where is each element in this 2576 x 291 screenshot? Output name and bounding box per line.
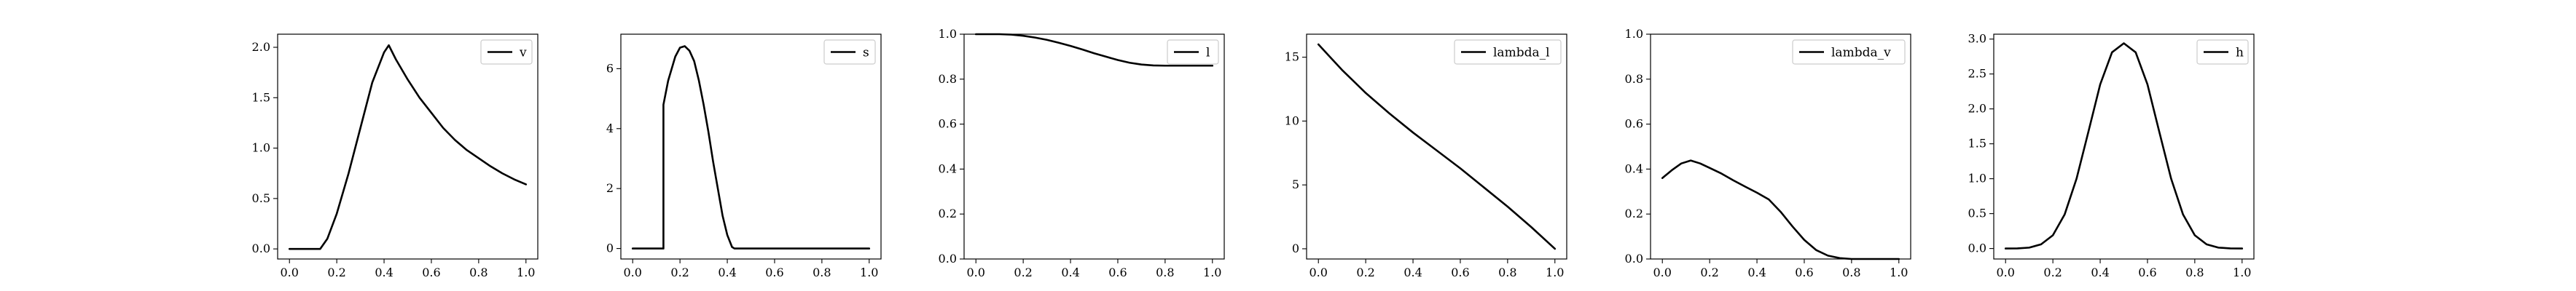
y-tick-label: 0.5: [1968, 207, 1986, 220]
x-tick-label: 0.2: [1700, 266, 1718, 279]
x-tick-label: 0.6: [2138, 266, 2156, 279]
x-tick-label: 0.2: [1014, 266, 1032, 279]
x-tick-label: 0.6: [422, 266, 440, 279]
x-tick-label: 0.0: [1309, 266, 1328, 279]
series-line: [631, 45, 871, 250]
y-tick-label: 2: [606, 181, 614, 195]
x-tick-label: 1.0: [1890, 266, 1908, 279]
series-line: [1661, 159, 1900, 260]
y-tick-label: 1.5: [1968, 137, 1986, 151]
chart-panel: 0.0 0.2 0.4 0.6 0.8 1.0 0 5 10 15 lambda_l: [1285, 33, 1567, 279]
x-tick-label: 0.8: [1842, 266, 1860, 279]
chart-panel: 0.0 0.2 0.4 0.6 0.8 1.0 0.0 0.5 1.0 1.5 2.0 v: [252, 33, 539, 279]
y-tick-label: 5: [1292, 178, 1299, 191]
x-tick-label: 1.0: [1546, 266, 1564, 279]
legend-label: lambda_l: [1493, 46, 1550, 60]
series-line: [974, 33, 1214, 67]
x-tick-label: 0.4: [1747, 266, 1766, 279]
x-tick-label: 0.2: [670, 266, 689, 279]
y-tick-label: 0.6: [939, 117, 957, 131]
y-tick-label: 0.2: [1625, 207, 1643, 220]
x-tick-label: 0.4: [2091, 266, 2109, 279]
x-tick-label: 1.0: [517, 266, 535, 279]
legend-label: h: [2236, 46, 2244, 60]
x-tick-label: 0.8: [2185, 266, 2204, 279]
axes-frame: [277, 33, 539, 260]
x-tick-label: 0.4: [1061, 266, 1079, 279]
x-tick-label: 0.0: [281, 266, 299, 279]
x-tick-label: 0.8: [813, 266, 831, 279]
legend-label: v: [519, 46, 527, 60]
y-tick-label: 0.6: [1625, 117, 1643, 131]
chart-panel: 0.0 0.2 0.4 0.6 0.8 1.0 0.0 0.5 1.0 1.5 2.0 2.5 3.0 h: [1968, 32, 2255, 279]
series-line: [1317, 43, 1557, 250]
x-tick-label: 0.4: [375, 266, 393, 279]
x-tick-label: 0.4: [1404, 266, 1422, 279]
y-tick-label: 0.2: [939, 207, 957, 220]
y-tick-label: 1.0: [1968, 172, 1986, 186]
x-tick-label: 0.6: [765, 266, 783, 279]
legend-box: [1792, 39, 1906, 65]
x-tick-label: 0.0: [967, 266, 985, 279]
x-tick-label: 0.6: [1108, 266, 1127, 279]
y-tick-label: 1.5: [252, 90, 270, 104]
y-tick-label: 0.0: [1968, 242, 1986, 255]
axes-frame: [1650, 33, 1911, 260]
y-tick-label: 0.4: [1625, 162, 1643, 175]
x-tick-label: 0.2: [2043, 266, 2062, 279]
x-tick-label: 1.0: [860, 266, 878, 279]
series-line: [2004, 42, 2244, 250]
x-tick-label: 0.8: [1156, 266, 1174, 279]
legend-label: l: [1206, 46, 1210, 60]
y-tick-label: 0.0: [939, 252, 957, 266]
chart-panel: 0.0 0.2 0.4 0.6 0.8 1.0 0 2 4 6 s: [606, 33, 882, 279]
x-tick-label: 1.0: [2233, 266, 2251, 279]
y-tick-label: 2.0: [252, 40, 270, 54]
x-tick-label: 1.0: [1203, 266, 1221, 279]
y-tick-label: 10: [1285, 113, 1299, 127]
chart-panel: 0.0 0.2 0.4 0.6 0.8 1.0 0.0 0.2 0.4 0.6 0.8 1.0 l: [939, 27, 1225, 279]
x-tick-label: 0.0: [1653, 266, 1672, 279]
chart-panel: 0.0 0.2 0.4 0.6 0.8 1.0 0.0 0.2 0.4 0.6 0.8 1.0 lamb…: [1625, 27, 1911, 279]
legend-box: [1454, 39, 1562, 65]
axes-frame: [620, 33, 882, 260]
y-tick-label: 15: [1285, 50, 1299, 64]
x-tick-label: 0.8: [1498, 266, 1516, 279]
axes-frame: [1993, 33, 2255, 260]
axes-frame: [1306, 33, 1567, 260]
x-tick-label: 0.6: [1451, 266, 1469, 279]
x-tick-label: 0.2: [1356, 266, 1374, 279]
y-tick-label: 6: [606, 61, 614, 75]
x-tick-label: 0.0: [624, 266, 642, 279]
y-tick-label: 4: [606, 121, 614, 135]
legend-label: lambda_v: [1831, 46, 1891, 60]
y-tick-label: 0.0: [1625, 252, 1643, 266]
axes-frame: [963, 33, 1225, 260]
y-tick-label: 0.8: [939, 72, 957, 86]
y-tick-label: 2.0: [1968, 102, 1986, 116]
y-tick-label: 1.0: [939, 27, 957, 41]
series-line: [288, 44, 528, 250]
x-tick-label: 0.4: [718, 266, 736, 279]
y-tick-label: 0.0: [252, 242, 270, 255]
y-tick-label: 2.5: [1968, 67, 1986, 81]
y-tick-label: 0.4: [939, 162, 957, 175]
y-tick-label: 0.8: [1625, 72, 1643, 86]
y-tick-label: 1.0: [1625, 27, 1643, 41]
x-tick-label: 0.6: [1795, 266, 1813, 279]
y-tick-label: 0: [1292, 242, 1299, 255]
y-tick-label: 0.5: [252, 191, 270, 205]
x-tick-label: 0.8: [469, 266, 488, 279]
y-tick-label: 0: [606, 242, 614, 255]
x-tick-label: 0.0: [1997, 266, 2015, 279]
y-tick-label: 3.0: [1968, 32, 1986, 46]
x-tick-label: 0.2: [327, 266, 345, 279]
legend-label: s: [863, 46, 869, 60]
y-tick-label: 1.0: [252, 141, 270, 155]
